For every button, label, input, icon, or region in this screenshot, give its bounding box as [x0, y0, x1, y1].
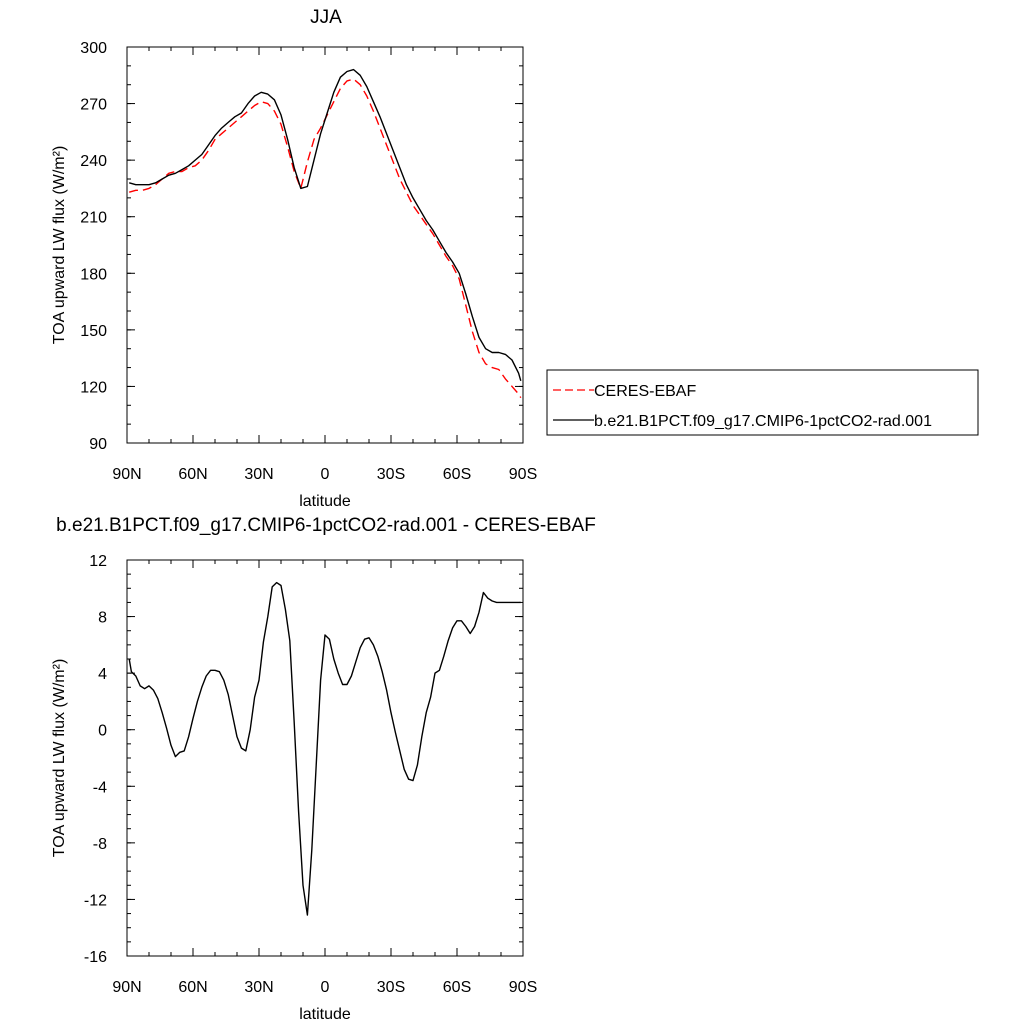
top-y-tick-label: 90 [89, 436, 107, 453]
top-panel-y-axis-label: TOA upward LW flux (W/m²) [51, 146, 68, 345]
top-panel-ticks: 300 270 240 210 180 150 120 90 90N 60N 30N 0 30S 60S 9… [80, 40, 537, 483]
bottom-x-tick-label: 90S [509, 979, 537, 996]
legend: CERES-EBAF b.e21.B1PCT.f09_g17.CMIP6-1pc… [546, 369, 979, 436]
bottom-y-tick-label: 12 [89, 553, 107, 570]
top-panel-x-axis-label: latitude [299, 493, 351, 510]
top-y-tick-label: 180 [80, 266, 107, 283]
bottom-y-tick-label: 8 [98, 610, 107, 627]
top-series-line-ceres [129, 78, 522, 399]
bottom-panel-ticks: 12 8 4 0 -4 -8 -12 -16 90N 60N 30N 0 30S 60S 90S [84, 553, 537, 996]
bottom-panel-y-axis-label-text: TOA upward LW flux (W/m²) [51, 659, 68, 858]
bottom-y-tick-label: 4 [98, 666, 107, 683]
legend-label-ceres: CERES-EBAF [594, 383, 696, 400]
top-y-tick-label: 240 [80, 153, 107, 170]
top-x-tick-label: 0 [321, 466, 330, 483]
bottom-x-tick-label: 0 [321, 979, 330, 996]
bottom-y-tick-label: -16 [84, 949, 107, 966]
top-x-tick-label: 90N [112, 466, 141, 483]
bottom-panel-y-axis-label: TOA upward LW flux (W/m²) [51, 659, 68, 858]
bottom-x-tick-label: 60S [443, 979, 471, 996]
bottom-series-line-model [128, 581, 521, 916]
top-panel-lines [129, 68, 522, 399]
top-series-line-model [129, 68, 522, 381]
bottom-x-tick-label: 60N [178, 979, 207, 996]
top-y-tick-label: 300 [80, 40, 107, 57]
bottom-x-tick-label: 90N [112, 979, 141, 996]
top-y-tick-label: 270 [80, 97, 107, 114]
top-panel: JJA 300 270 240 210 180 150 120 90 90N 60N 30N 0 30S… [51, 7, 537, 510]
legend-box [546, 369, 979, 436]
bottom-y-tick-label: -4 [93, 779, 107, 796]
top-y-tick-label: 210 [80, 210, 107, 227]
bottom-x-tick-label: 30N [244, 979, 273, 996]
top-y-tick-label: 150 [80, 323, 107, 340]
bottom-panel: b.e21.B1PCT.f09_g17.CMIP6-1pctCO2-rad.00… [51, 515, 596, 1023]
legend-label-model: b.e21.B1PCT.f09_g17.CMIP6-1pctCO2-rad.00… [594, 413, 932, 430]
bottom-panel-lines [128, 581, 521, 916]
top-panel-y-axis-label-text: TOA upward LW flux (W/m²) [51, 146, 68, 345]
top-x-tick-label: 90S [509, 466, 537, 483]
bottom-y-tick-label: -12 [84, 892, 107, 909]
top-x-tick-label: 60S [443, 466, 471, 483]
top-x-tick-label: 60N [178, 466, 207, 483]
top-x-tick-label: 30S [377, 466, 405, 483]
top-x-tick-label: 30N [244, 466, 273, 483]
top-y-tick-label: 120 [80, 379, 107, 396]
bottom-panel-x-axis-label: latitude [299, 1006, 351, 1023]
bottom-panel-frame [126, 559, 524, 957]
top-panel-title: JJA [310, 7, 342, 28]
bottom-y-tick-label: -8 [93, 836, 107, 853]
bottom-panel-title: b.e21.B1PCT.f09_g17.CMIP6-1pctCO2-rad.00… [56, 515, 596, 536]
top-panel-frame [126, 46, 524, 444]
bottom-x-tick-label: 30S [377, 979, 405, 996]
bottom-y-tick-label: 0 [98, 723, 107, 740]
